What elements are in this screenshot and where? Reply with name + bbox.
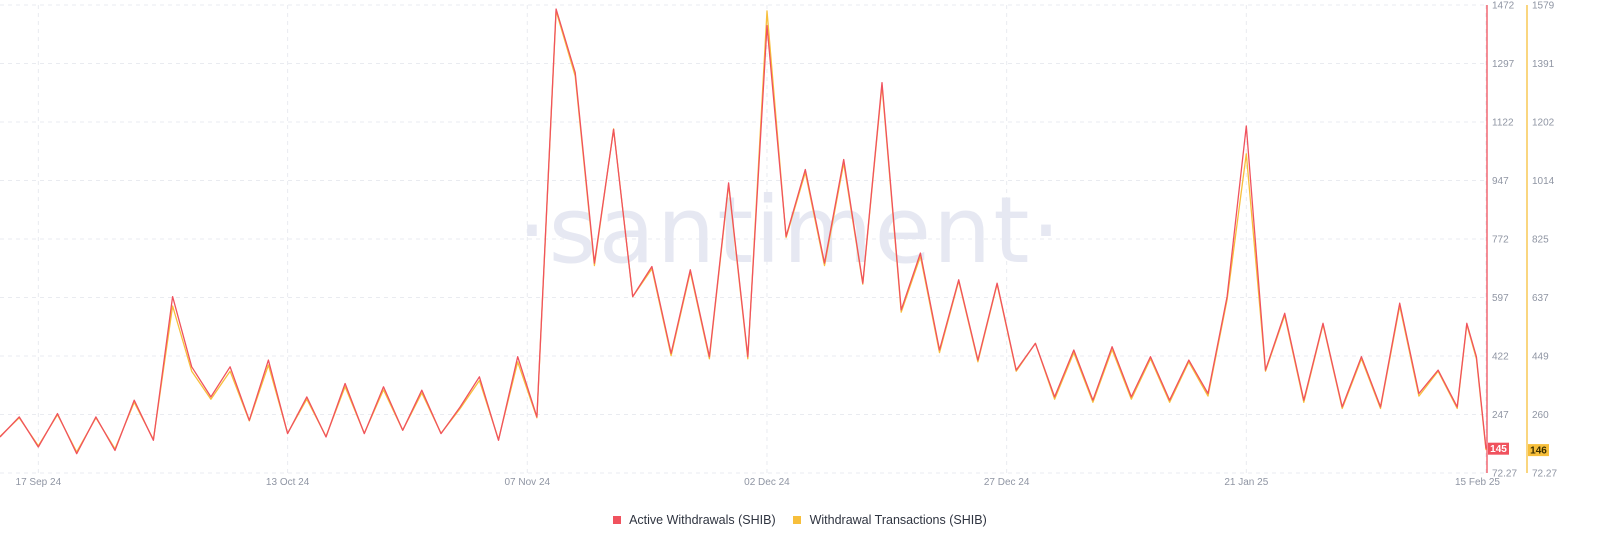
legend-label: Active Withdrawals (SHIB) bbox=[629, 513, 776, 527]
right-axis-tick-label: 1014 bbox=[1532, 176, 1555, 187]
left-current-value: 145 bbox=[1490, 444, 1507, 455]
x-axis-tick-label: 07 Nov 24 bbox=[504, 477, 550, 488]
left-axis-tick-label: 1122 bbox=[1492, 118, 1514, 129]
legend-item-active-withdrawals[interactable]: Active Withdrawals (SHIB) bbox=[613, 513, 776, 527]
chart-grid bbox=[0, 4, 1487, 474]
x-axis-tick-label: 27 Dec 24 bbox=[984, 477, 1030, 488]
right-axis-tick-label: 449 bbox=[1532, 352, 1549, 363]
left-axis-tick-label: 72.27 bbox=[1492, 469, 1517, 480]
right-axis-tick-label: 637 bbox=[1532, 293, 1549, 304]
santiment-watermark: ·santiment· bbox=[517, 177, 1062, 284]
legend-item-withdrawal-transactions[interactable]: Withdrawal Transactions (SHIB) bbox=[793, 513, 987, 527]
legend-label: Withdrawal Transactions (SHIB) bbox=[809, 513, 987, 527]
right-current-badge bbox=[1528, 444, 1549, 457]
right-axis-tick-label: 260 bbox=[1532, 410, 1549, 421]
left-axis-tick-label: 422 bbox=[1492, 352, 1509, 363]
series-line-active-withdrawals-shib bbox=[0, 8, 1487, 455]
x-axis-tick-label: 15 Feb 25 bbox=[1455, 477, 1500, 488]
right-y-axis: 1579 1391 1202 1014 825 637 449 260 72.27 bbox=[1526, 1, 1557, 480]
x-axis-tick-label: 21 Jan 25 bbox=[1224, 477, 1268, 488]
left-axis-tick-label: 247 bbox=[1492, 410, 1509, 421]
right-axis-tick-label: 1579 bbox=[1532, 1, 1555, 12]
x-axis-tick-label: 13 Oct 24 bbox=[266, 477, 310, 488]
line-chart: ·santiment· 1472 1297 1122 947 772 597 422 247 7… bbox=[0, 1, 1557, 488]
left-axis-tick-label: 772 bbox=[1492, 235, 1509, 246]
right-current-value: 146 bbox=[1530, 446, 1547, 457]
current-value-badges: 145 146 bbox=[1488, 442, 1549, 457]
right-axis-tick-label: 1202 bbox=[1532, 118, 1555, 129]
legend-swatch-yellow bbox=[793, 516, 802, 524]
left-axis-tick-label: 1297 bbox=[1492, 59, 1515, 70]
series-layer bbox=[0, 8, 1487, 455]
right-axis-tick-label: 1391 bbox=[1532, 59, 1555, 70]
left-axis-tick-label: 947 bbox=[1492, 176, 1509, 187]
right-axis-tick-label: 825 bbox=[1532, 235, 1549, 246]
left-axis-tick-label: 1472 bbox=[1492, 1, 1515, 12]
legend-swatch-red bbox=[613, 516, 622, 524]
left-axis-tick-label: 597 bbox=[1492, 293, 1509, 304]
x-axis-tick-label: 17 Sep 24 bbox=[16, 477, 62, 488]
left-y-axis: 1472 1297 1122 947 772 597 422 247 72.27 bbox=[1486, 1, 1517, 480]
chart-legend: Active Withdrawals (SHIB) Withdrawal Tra… bbox=[0, 513, 1600, 527]
x-axis-tick-label: 02 Dec 24 bbox=[744, 477, 790, 488]
left-current-badge bbox=[1488, 442, 1509, 455]
x-axis: 17 Sep 24 13 Oct 24 07 Nov 24 02 Dec 24 27 D… bbox=[16, 477, 1501, 488]
right-axis-tick-label: 72.27 bbox=[1532, 469, 1557, 480]
